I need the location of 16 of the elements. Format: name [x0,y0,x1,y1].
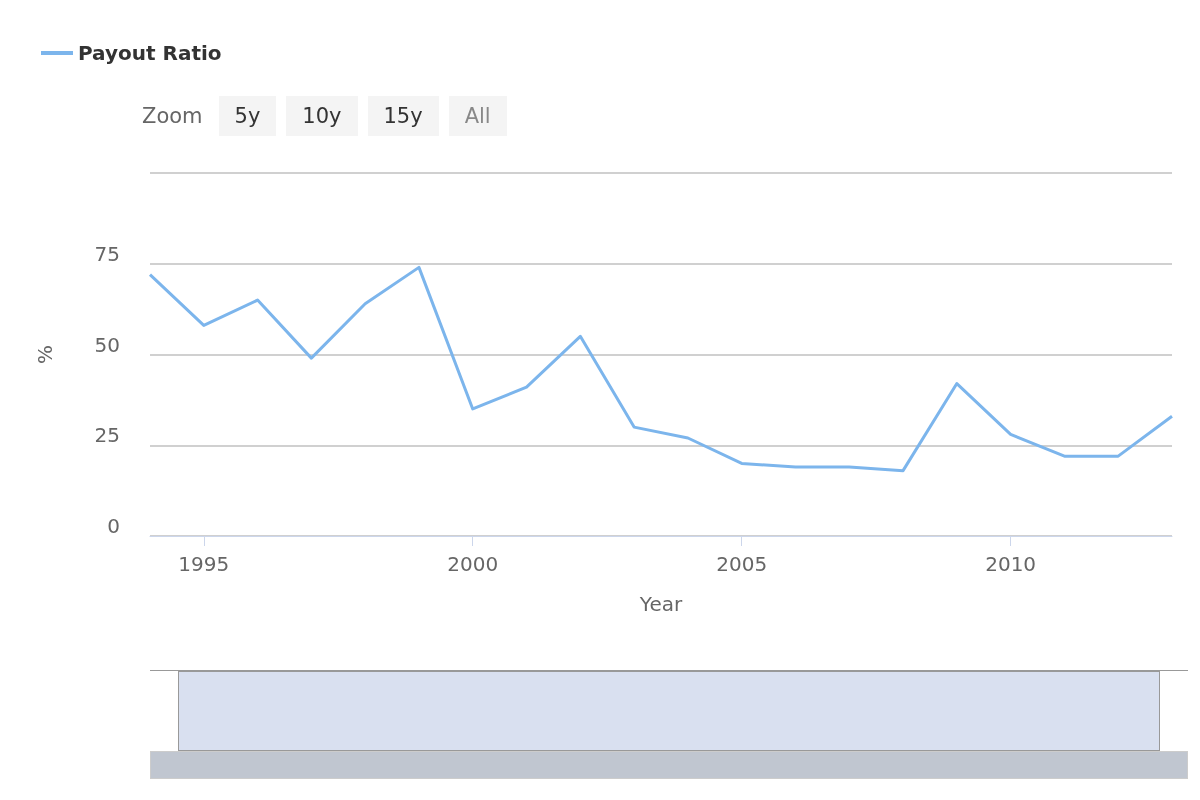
text: Zoom [142,104,203,128]
legend-label: Payout Ratio [78,41,222,65]
x-tick-label: 2000 [447,552,499,576]
x-tick-label: 2010 [985,552,1037,576]
y-tick-label: 75 [94,241,120,266]
zoom-button: All [448,96,507,136]
y-tick-label: 0 [107,514,120,538]
zoom-button: 15y [367,96,439,136]
x-tick-label: 1995 [178,552,230,576]
x-axis-title: Year [638,592,683,616]
zoom-button: 5y [218,96,277,136]
zoom-button: 10y [286,96,358,136]
x-tick-label: 2005 [716,552,768,576]
y-tick-label: 25 [94,423,120,448]
y-axis-title: % [33,344,57,365]
y-tick-label: 50 [94,332,120,357]
